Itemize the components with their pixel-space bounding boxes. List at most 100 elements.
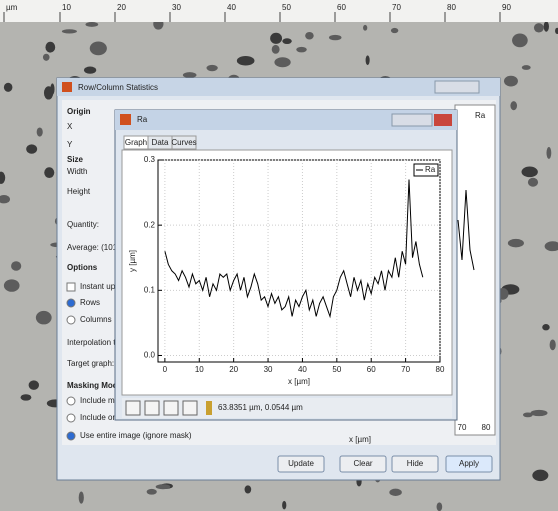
x-tick-label: 0 xyxy=(163,365,168,374)
particle xyxy=(366,55,370,65)
back-legend: Ra xyxy=(475,111,486,120)
particle xyxy=(512,34,528,48)
particle xyxy=(528,178,538,187)
graph-area xyxy=(122,150,452,395)
legend-label: Ra xyxy=(425,165,436,174)
field-label: Include on xyxy=(80,413,117,422)
particle xyxy=(237,56,255,66)
tool-button[interactable] xyxy=(126,401,140,415)
field-label: Instant upd xyxy=(80,282,120,291)
tab-label: Curves xyxy=(171,138,196,147)
tool-button[interactable] xyxy=(183,401,197,415)
back-x-tick-label: 80 xyxy=(482,423,491,432)
field-label: Origin xyxy=(67,107,91,116)
particle xyxy=(245,485,252,493)
x-tick-label: 20 xyxy=(229,365,238,374)
button-label: Update xyxy=(288,459,314,468)
particle xyxy=(522,167,538,178)
particle xyxy=(206,65,217,71)
tool-button[interactable] xyxy=(206,401,212,415)
field-label: Options xyxy=(67,263,98,272)
particle xyxy=(282,501,286,510)
particle xyxy=(391,28,398,33)
ruler-label: 60 xyxy=(337,3,346,12)
dialog-title: Row/Column Statistics xyxy=(78,83,158,92)
particle xyxy=(510,101,517,110)
ruler xyxy=(0,0,558,22)
y-tick-label: 0.0 xyxy=(144,351,156,360)
ruler-label: 50 xyxy=(282,3,291,12)
field-label: Columns xyxy=(80,315,112,324)
field-label: Height xyxy=(67,187,91,196)
field-label: Masking Mode xyxy=(67,381,123,390)
tool-button[interactable] xyxy=(145,401,159,415)
particle xyxy=(531,410,548,416)
particle xyxy=(147,489,157,495)
particle xyxy=(26,144,37,153)
particle xyxy=(84,67,96,74)
radio[interactable] xyxy=(67,316,75,324)
radio[interactable] xyxy=(67,397,75,405)
particle xyxy=(156,484,171,489)
particle xyxy=(45,42,55,53)
particle xyxy=(183,72,197,78)
particle xyxy=(544,21,549,31)
ruler-label: µm xyxy=(6,3,18,12)
particle xyxy=(272,45,280,54)
ruler-label: 70 xyxy=(392,3,401,12)
close-button[interactable] xyxy=(434,114,452,126)
particle xyxy=(50,83,54,94)
particle xyxy=(90,42,107,56)
app-icon xyxy=(120,114,131,125)
particle xyxy=(504,76,518,87)
particle xyxy=(4,279,20,291)
back-graph xyxy=(455,105,495,435)
ruler-label: 20 xyxy=(117,3,126,12)
graph-window-title: Ra xyxy=(137,115,148,124)
particle xyxy=(62,29,77,33)
app-icon xyxy=(62,82,72,92)
field-label: Target graph: xyxy=(67,359,114,368)
x-tick-label: 10 xyxy=(195,365,204,374)
tab-label: Graph xyxy=(125,138,147,147)
window-controls[interactable] xyxy=(392,114,432,126)
particle xyxy=(11,261,21,270)
particle xyxy=(29,380,39,390)
y-axis-label: y [µm] xyxy=(128,250,137,272)
particle xyxy=(508,239,524,247)
screen: µm102030405060708090 Row/Column Statisti… xyxy=(0,0,558,511)
field-label: Use entire image (ignore mask) xyxy=(80,431,192,440)
window-controls[interactable] xyxy=(435,81,479,93)
particle xyxy=(542,324,549,330)
radio[interactable] xyxy=(67,299,75,307)
tool-button[interactable] xyxy=(164,401,178,415)
field-label: Interpolation ty xyxy=(67,338,119,347)
field-label: Include ma xyxy=(80,396,120,405)
field-label: Quantity: xyxy=(67,220,99,229)
tab-label: Data xyxy=(152,138,169,147)
particle xyxy=(329,35,342,40)
particle xyxy=(522,65,531,70)
back-x-label: x [µm] xyxy=(349,435,371,444)
button-label: Apply xyxy=(459,459,479,468)
particle xyxy=(363,25,367,31)
x-tick-label: 40 xyxy=(298,365,307,374)
x-tick-label: 70 xyxy=(401,365,410,374)
x-tick-label: 50 xyxy=(332,365,341,374)
field-label: Y xyxy=(67,140,73,149)
radio[interactable] xyxy=(67,414,75,422)
x-tick-label: 30 xyxy=(264,365,273,374)
x-tick-label: 80 xyxy=(436,365,445,374)
particle xyxy=(4,83,13,92)
particle xyxy=(79,491,84,503)
particle xyxy=(85,22,98,27)
particle xyxy=(270,33,282,44)
checkbox[interactable] xyxy=(67,283,75,291)
particle xyxy=(274,57,290,67)
button-label: Hide xyxy=(407,459,424,468)
particle xyxy=(44,167,54,178)
particle xyxy=(389,489,402,496)
radio[interactable] xyxy=(67,432,75,440)
